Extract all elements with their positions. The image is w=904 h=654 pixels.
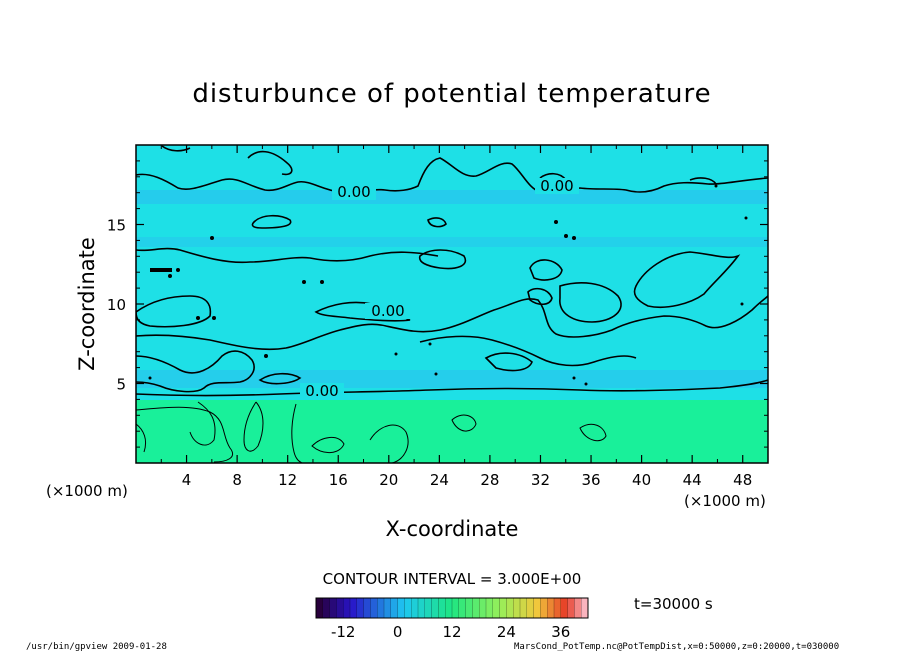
colorbar-frame <box>315 597 589 619</box>
colorbar-swatch <box>350 598 358 618</box>
colorbar-swatch <box>492 598 501 618</box>
x-tick-label: 8 <box>232 471 242 489</box>
colorbar-tick-label: 12 <box>442 623 461 641</box>
chart-title: disturbunce of potential temperature <box>192 79 711 109</box>
colorbar-swatch <box>452 598 460 618</box>
band-fill <box>136 190 768 204</box>
colorbar-swatch <box>363 598 371 618</box>
colorbar-tick-label: 0 <box>393 623 403 641</box>
colorbar-swatch <box>472 598 480 618</box>
x-tick-label: 24 <box>430 471 449 489</box>
colorbar-swatch <box>554 598 562 618</box>
colorbar-swatch <box>336 598 344 618</box>
colorbar-swatch <box>567 598 575 618</box>
contour-label-bg <box>535 178 579 194</box>
contour-lines-thin <box>136 401 607 463</box>
x-tick-label: 44 <box>683 471 702 489</box>
colorbar-swatch <box>533 598 541 618</box>
colorbar-swatch <box>499 598 507 618</box>
colorbar-swatch <box>513 598 521 618</box>
colorbar-swatch <box>479 598 487 618</box>
band-fill <box>136 237 768 247</box>
contour-label: 0.00 <box>337 183 370 201</box>
contour-label: 0.00 <box>540 177 573 195</box>
colorbar-swatch <box>356 598 365 618</box>
colorbar-swatch <box>384 598 392 618</box>
colorbar-swatch <box>411 598 419 618</box>
colorbar-swatch <box>370 598 378 618</box>
contour-label-bg <box>332 184 376 200</box>
y-axis-title: Z-coordinate <box>75 237 99 371</box>
colorbar-swatch <box>581 598 589 618</box>
x-tick-label: 20 <box>379 471 398 489</box>
y-tick-label: 10 <box>107 296 126 314</box>
x-axis-title: X-coordinate <box>386 517 519 541</box>
x-axis: 4 8 12 16 20 24 28 32 36 40 44 48 <box>160 145 752 489</box>
colorbar-tick-label: 24 <box>497 623 516 641</box>
colorbar-swatch <box>418 598 426 618</box>
colorbar-swatch <box>316 598 324 618</box>
colorbar-swatch <box>329 598 337 618</box>
contour-interval-label: CONTOUR INTERVAL = 3.000E+00 <box>323 570 582 588</box>
contour-label: 0.00 <box>371 302 404 320</box>
colorbar-swatch <box>322 598 331 618</box>
x-unit-right: (×1000 m) <box>684 492 766 510</box>
y-tick-label: 15 <box>107 217 126 235</box>
colorbar-swatch <box>404 598 412 618</box>
x-tick-label: 48 <box>733 471 752 489</box>
colorbar-swatch <box>377 598 385 618</box>
colorbar-swatch <box>424 598 433 618</box>
x-tick-label: 4 <box>182 471 192 489</box>
contour-label: 0.00 <box>305 382 338 400</box>
y-tick-label: 5 <box>116 376 126 394</box>
colorbar-swatch <box>547 598 555 618</box>
colorbar-swatch <box>486 598 494 618</box>
colorbar-swatch <box>397 598 405 618</box>
contour-label-bg <box>300 383 344 399</box>
colorbar-swatch <box>520 598 528 618</box>
y-axis: 5 10 15 <box>107 160 768 448</box>
x-tick-label: 16 <box>329 471 348 489</box>
x-tick-label: 36 <box>581 471 600 489</box>
colorbar-swatch <box>390 598 399 618</box>
colorbar-swatch <box>526 598 535 618</box>
time-label: t=30000 s <box>634 595 713 613</box>
footer-left: /usr/bin/gpview 2009-01-28 <box>26 642 167 652</box>
colorbar-swatch <box>458 598 467 618</box>
colorbar-swatch <box>574 598 582 618</box>
x-tick-label: 12 <box>278 471 297 489</box>
x-tick-label: 28 <box>480 471 499 489</box>
lower-field-fill <box>136 400 768 463</box>
colorbar-swatch <box>465 598 473 618</box>
x-tick-label: 32 <box>531 471 550 489</box>
colorbar-swatch <box>431 598 439 618</box>
contour-specks <box>148 184 748 386</box>
colorbar-tick-label: -12 <box>331 623 356 641</box>
colorbar-swatch <box>343 598 351 618</box>
x-unit-left: (×1000 m) <box>46 482 128 500</box>
colorbar-swatch <box>540 598 548 618</box>
x-tick-label: 40 <box>632 471 651 489</box>
band-fill <box>136 370 768 388</box>
colorbar <box>315 598 589 618</box>
colorbar-swatch <box>560 598 569 618</box>
colorbar-swatch <box>506 598 514 618</box>
colorbar-swatch <box>445 598 453 618</box>
colorbar-tick-label: 36 <box>551 623 570 641</box>
footer-right: MarsCond_PotTemp.nc@PotTempDist,x=0:5000… <box>514 642 840 652</box>
contour-label-bg <box>365 303 411 319</box>
plot-field: 0.00 0.00 0.00 0.00 <box>136 145 768 463</box>
colorbar-ticks: -12 0 12 24 36 <box>331 623 570 641</box>
contour-speck <box>150 268 172 272</box>
colorbar-swatch <box>438 598 446 618</box>
